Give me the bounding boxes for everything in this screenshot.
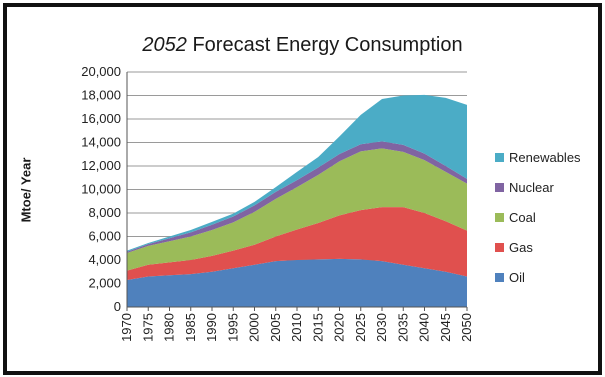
x-tick-label: 2025 (353, 313, 368, 342)
x-tick-label: 1985 (183, 313, 198, 342)
legend-label-oil: Oil (509, 270, 525, 285)
x-tick-label: 2050 (459, 313, 474, 342)
legend-swatch-gas (495, 243, 504, 252)
x-tick-label: 1990 (204, 313, 219, 342)
y-tick-label: 4,000 (88, 252, 121, 267)
x-tick-label: 2045 (438, 313, 453, 342)
y-tick-label: 16,000 (81, 111, 121, 126)
y-tick-label: 18,000 (81, 88, 121, 103)
x-tick-label: 2005 (268, 313, 283, 342)
chart-title-year: 2052 (142, 34, 187, 56)
y-tick-label: 20,000 (81, 64, 121, 79)
y-tick-label: 0 (114, 299, 121, 314)
y-tick-label: 2,000 (88, 276, 121, 291)
area-coal (127, 148, 467, 271)
legend-label-renewables: Renewables (509, 150, 581, 165)
area-nuclear (127, 141, 467, 253)
legend-swatch-oil (495, 273, 504, 282)
chart-title-text: Forecast Energy Consumption (186, 34, 463, 56)
y-tick-label: 10,000 (81, 182, 121, 197)
legend-label-gas: Gas (509, 240, 533, 255)
x-tick-label: 1975 (140, 313, 155, 342)
area-gas (127, 207, 467, 280)
x-tick-label: 2015 (310, 313, 325, 342)
legend-swatch-renewables (495, 153, 504, 162)
x-tick-label: 1970 (119, 313, 134, 342)
x-tick-label: 2020 (332, 313, 347, 342)
y-tick-label: 14,000 (81, 135, 121, 150)
legend-label-coal: Coal (509, 210, 536, 225)
y-tick-label: 8,000 (88, 205, 121, 220)
x-tick-label: 2040 (417, 313, 432, 342)
x-tick-label: 1995 (225, 313, 240, 342)
y-tick-label: 12,000 (81, 158, 121, 173)
chart-title: 2052 Forecast Energy Consumption (0, 34, 605, 57)
area-oil (127, 258, 467, 307)
x-tick-label: 2000 (247, 313, 262, 342)
y-tick-label: 6,000 (88, 229, 121, 244)
x-tick-label: 2035 (395, 313, 410, 342)
area-renewables (127, 94, 467, 252)
x-tick-label: 1980 (162, 313, 177, 342)
x-tick-label: 2010 (289, 313, 304, 342)
legend-label-nuclear: Nuclear (509, 180, 554, 195)
legend-swatch-nuclear (495, 183, 504, 192)
legend-swatch-coal (495, 213, 504, 222)
x-tick-label: 2030 (374, 313, 389, 342)
